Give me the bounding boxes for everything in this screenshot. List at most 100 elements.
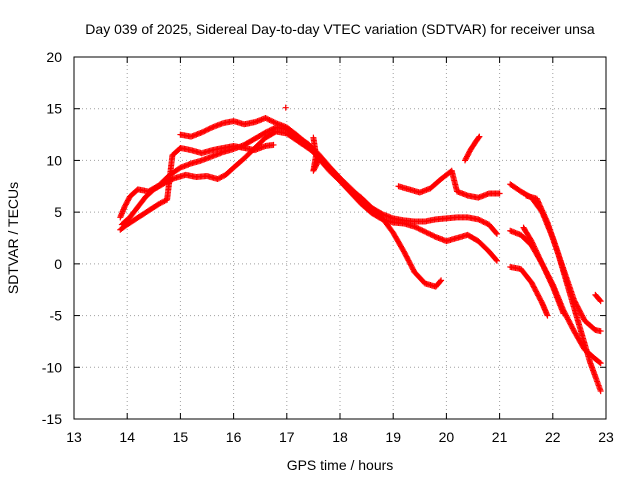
data-point-marker <box>539 260 546 267</box>
data-point-marker <box>437 278 444 285</box>
data-point-marker <box>493 256 500 263</box>
data-point-marker <box>162 179 169 186</box>
data-point-marker <box>269 118 276 125</box>
data-point-marker <box>532 246 539 253</box>
data-point-marker <box>532 247 539 254</box>
x-tick-label: 14 <box>119 429 135 445</box>
series-track-13 <box>592 291 604 305</box>
data-point-marker <box>168 176 175 183</box>
data-point-marker <box>481 219 488 226</box>
data-point-marker <box>529 239 536 246</box>
data-point-marker <box>475 134 482 141</box>
data-point-marker <box>431 233 438 240</box>
data-point-marker <box>414 224 421 231</box>
data-point-marker <box>205 126 212 133</box>
data-point-marker <box>546 275 553 282</box>
data-point-marker <box>534 251 541 258</box>
data-point-marker <box>204 126 210 133</box>
data-point-marker <box>164 178 171 185</box>
data-point-marker <box>597 360 604 367</box>
data-point-marker <box>542 268 549 275</box>
data-point-marker <box>531 243 538 250</box>
data-point-marker <box>547 279 554 286</box>
data-point-marker <box>424 230 431 237</box>
data-point-marker <box>548 280 555 287</box>
data-point-marker <box>541 264 548 271</box>
x-tick-label: 17 <box>279 429 295 445</box>
data-point-marker <box>271 119 278 126</box>
data-point-marker <box>537 258 544 265</box>
data-point-marker <box>536 254 543 261</box>
data-point-marker <box>266 116 273 123</box>
data-point-marker <box>539 262 546 269</box>
x-axis-label: GPS time / hours <box>287 457 394 473</box>
data-point-marker <box>160 198 167 205</box>
x-tick-label: 23 <box>598 429 614 445</box>
data-point-marker <box>157 200 164 207</box>
y-tick-label: -15 <box>42 411 62 427</box>
data-point-marker <box>169 176 176 183</box>
data-point-marker <box>215 175 222 182</box>
x-tick-label: 16 <box>226 429 242 445</box>
data-point-marker <box>428 232 435 239</box>
y-tick-label: 5 <box>54 204 62 220</box>
y-tick-label: 20 <box>46 49 62 65</box>
data-point-marker <box>202 127 209 134</box>
data-point-marker <box>412 224 419 231</box>
data-point-marker <box>475 216 482 223</box>
series-track-6 <box>395 167 503 201</box>
data-point-marker <box>493 229 500 236</box>
data-point-marker <box>544 272 551 279</box>
data-point-marker <box>541 266 548 273</box>
series-track-5 <box>310 134 322 174</box>
data-point-marker <box>315 158 322 165</box>
x-tick-labels: 13 14 15 16 17 18 19 20 21 22 23 <box>66 429 614 445</box>
data-point-marker <box>479 218 486 225</box>
series-track-11 <box>523 192 604 395</box>
data-point-marker <box>546 276 553 283</box>
data-point-marker <box>438 277 445 284</box>
data-point-marker <box>547 278 554 285</box>
y-tick-label: 10 <box>46 152 62 168</box>
axis-ticks <box>73 56 607 420</box>
data-point-marker <box>533 248 540 255</box>
data-point-marker <box>597 298 604 305</box>
y-tick-labels: -15 -10 -5 0 5 10 15 20 <box>42 49 62 427</box>
data-point-marker <box>542 267 549 274</box>
series-track-12 <box>520 224 567 317</box>
data-point-marker <box>530 242 537 249</box>
x-tick-label: 15 <box>173 429 189 445</box>
data-point-marker <box>540 263 547 270</box>
data-point-marker <box>200 128 207 135</box>
data-point-marker <box>430 232 437 239</box>
data-point-marker <box>411 223 418 230</box>
data-point-marker <box>544 271 551 278</box>
data-point-marker <box>265 128 272 135</box>
data-point-marker <box>262 129 269 136</box>
y-axis-label: SDTVAR / TECUs <box>5 182 21 294</box>
data-point-marker <box>419 227 426 234</box>
data-point-marker <box>214 176 221 183</box>
data-point-marker <box>528 238 535 245</box>
data-point-marker <box>270 118 277 125</box>
data-point-marker <box>483 220 490 227</box>
data-point-marker <box>493 230 500 237</box>
series-track-7 <box>462 133 483 164</box>
data-point-marker <box>596 297 603 304</box>
data-point-marker <box>161 180 168 187</box>
data-point-marker <box>480 218 487 225</box>
data-point-marker <box>198 129 205 136</box>
data-point-marker <box>262 115 269 122</box>
data-point-marker <box>476 133 483 140</box>
data-point-marker <box>217 174 224 181</box>
data-point-marker <box>597 328 604 335</box>
data-point-marker <box>426 230 433 237</box>
data-point-marker <box>165 178 172 185</box>
data-point-marker <box>476 217 483 224</box>
series-track-8 <box>507 181 604 335</box>
x-tick-label: 20 <box>439 429 455 445</box>
data-point-marker <box>267 117 274 124</box>
data-point-marker <box>416 226 423 233</box>
data-point-marker <box>535 252 542 259</box>
